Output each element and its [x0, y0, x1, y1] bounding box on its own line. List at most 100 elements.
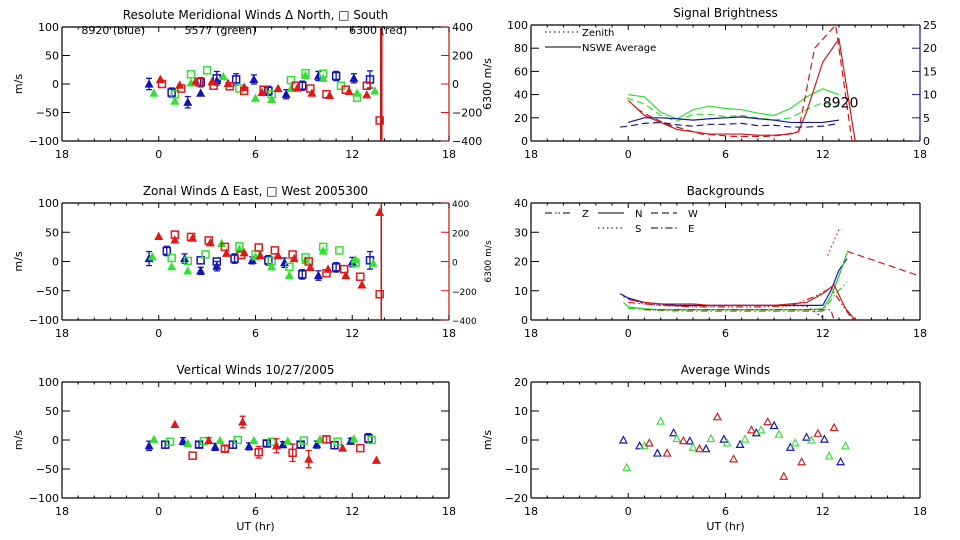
data-point — [351, 258, 360, 267]
data-point — [249, 435, 259, 445]
y2-axis-label: 6300 m/s — [484, 240, 494, 283]
data-point — [186, 70, 196, 79]
data-point — [284, 270, 294, 280]
x-axis-label: UT (hr) — [236, 520, 274, 533]
x-tick-label: 0 — [625, 148, 632, 161]
data-point — [231, 75, 241, 84]
chart-meridional: Resolute Meridional Winds Δ North, □ Sou… — [12, 8, 494, 161]
annotation: 8920 — [823, 95, 859, 111]
y-tick-label: 30 — [514, 226, 528, 239]
data-point — [338, 443, 348, 452]
x-axis-label: UT (hr) — [706, 520, 744, 533]
data-point — [318, 73, 328, 82]
y-tick-label: 40 — [514, 89, 528, 102]
data-point — [218, 71, 228, 81]
data-point — [177, 84, 186, 93]
series-line — [628, 116, 840, 124]
x-tick-label: 18 — [55, 327, 69, 340]
y-tick-label: 10 — [514, 405, 528, 418]
data-point — [228, 440, 238, 449]
x-tick-label: 18 — [524, 505, 538, 518]
data-point — [170, 235, 180, 244]
data-point — [270, 246, 280, 255]
x-tick-label: 18 — [913, 148, 927, 161]
chart-title: Resolute Meridional Winds Δ North, □ Sou… — [123, 8, 389, 22]
y2-tick-label: 400 — [452, 21, 473, 34]
legend-label: E — [688, 224, 694, 235]
data-point — [281, 89, 291, 98]
data-point — [349, 73, 359, 82]
data-point — [286, 75, 296, 85]
y2-tick-label: 25 — [923, 19, 937, 32]
x-tick-label: 18 — [55, 148, 69, 161]
y-tick-label: 50 — [45, 226, 59, 239]
data-point — [285, 262, 294, 272]
data-point — [688, 442, 698, 451]
y-tick-label: 20 — [514, 376, 528, 389]
legend-label: W — [688, 209, 698, 220]
data-point — [797, 456, 807, 466]
y-tick-label: −100 — [29, 314, 59, 327]
y2-tick-label: 200 — [452, 229, 469, 239]
plot-area — [144, 203, 385, 320]
legend-label: Zenith — [582, 28, 614, 39]
plot-area — [619, 228, 920, 320]
data-point — [362, 90, 372, 99]
data-point — [273, 250, 283, 260]
data-point — [339, 264, 349, 274]
legend-label: S — [635, 224, 641, 235]
x-tick-label: 6 — [252, 148, 259, 161]
x-tick-label: 12 — [345, 505, 359, 518]
data-point — [312, 439, 322, 449]
x-tick-label: 12 — [816, 148, 830, 161]
data-point — [344, 86, 354, 96]
data-point — [669, 427, 679, 437]
data-point — [722, 438, 732, 447]
y-tick-label: 100 — [38, 21, 59, 34]
data-point — [271, 441, 281, 450]
data-point — [212, 261, 222, 270]
data-point — [333, 437, 342, 446]
y2-tick-label: −200 — [452, 107, 482, 120]
data-point — [188, 233, 198, 242]
data-point — [656, 416, 666, 425]
x-tick-label: 6 — [722, 148, 729, 161]
data-point — [292, 83, 302, 92]
data-point — [289, 253, 299, 263]
x-tick-label: 6 — [722, 505, 729, 518]
data-point — [165, 437, 175, 446]
y-tick-label: 0 — [52, 434, 59, 447]
data-point — [178, 436, 188, 445]
data-point — [740, 434, 750, 443]
x-tick-label: 0 — [155, 148, 162, 161]
data-point — [315, 434, 325, 444]
data-point — [323, 264, 333, 273]
data-point — [706, 433, 716, 443]
y-axis-label: m/s — [12, 430, 25, 450]
data-point — [769, 420, 779, 430]
data-point — [167, 253, 176, 263]
data-point — [144, 441, 154, 450]
y2-tick-label: −200 — [452, 288, 477, 298]
data-point — [678, 435, 688, 445]
data-point — [635, 441, 645, 450]
y-axis-label: m/s — [481, 430, 494, 450]
data-point — [299, 436, 309, 445]
data-point — [735, 439, 745, 448]
x-tick-label: 6 — [252, 505, 259, 518]
x-tick-label: 0 — [625, 505, 632, 518]
data-point — [254, 243, 263, 252]
annotation: 8920 (blue) — [81, 24, 145, 37]
y-tick-label: 0 — [52, 256, 59, 269]
data-point — [719, 434, 729, 443]
y-tick-label: 0 — [521, 135, 528, 148]
y2-tick-label: 200 — [452, 50, 473, 63]
data-point — [225, 82, 234, 91]
data-point — [672, 433, 682, 443]
data-point — [695, 443, 705, 453]
x-tick-label: 18 — [913, 327, 927, 340]
data-point — [210, 442, 220, 451]
y-tick-label: 10 — [514, 285, 528, 298]
series-line — [620, 121, 840, 128]
